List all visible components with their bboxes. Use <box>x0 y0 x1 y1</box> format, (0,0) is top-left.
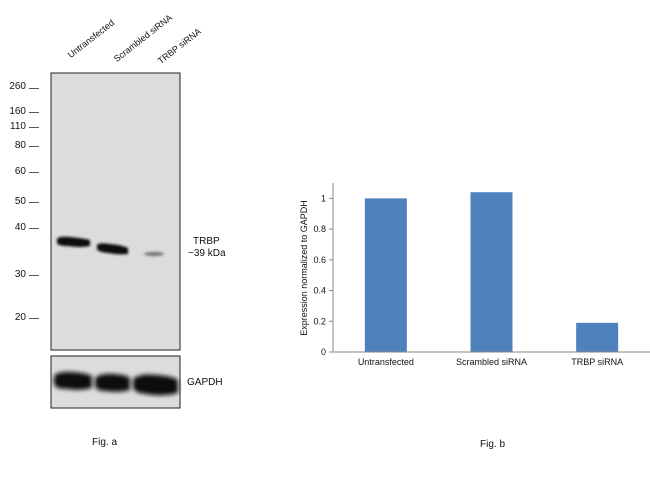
caption-fig-a: Fig. a <box>92 437 118 448</box>
x-axis: Untransfected Scrambled siRNA TRBP siRNA <box>333 351 650 367</box>
marker-60: 60 <box>14 166 26 177</box>
marker-tick <box>29 146 39 147</box>
marker-tick <box>29 202 39 203</box>
marker-tick <box>29 228 39 229</box>
marker-tick <box>29 318 39 319</box>
marker-50: 50 <box>14 196 26 207</box>
marker-110: 110 <box>10 121 26 132</box>
caption-fig-b: Fig. b <box>480 439 506 450</box>
x-tick-label: TRBP siRNA <box>571 357 623 367</box>
y-tick-label: 0.2 <box>313 316 326 326</box>
band-label-trbp: TRBP <box>193 236 220 247</box>
blot-membrane-main <box>50 72 181 351</box>
y-tick-label: 0.4 <box>313 286 326 296</box>
marker-tick <box>29 127 39 128</box>
bar-scrambled-sirna <box>470 192 513 352</box>
y-tick-label: 0.8 <box>313 224 326 234</box>
bars <box>364 192 619 352</box>
x-tick-label: Untransfected <box>358 357 414 367</box>
marker-tick <box>29 172 39 173</box>
y-tick-label: 0.6 <box>313 255 326 265</box>
gapdh-band-untransfected <box>54 371 92 390</box>
marker-tick <box>29 275 39 276</box>
bar-untransfected <box>364 198 407 352</box>
bar-trbp-sirna <box>576 322 619 352</box>
marker-40: 40 <box>14 222 26 233</box>
marker-20: 20 <box>14 312 26 323</box>
gapdh-band-scrambled-sirna <box>95 373 130 392</box>
marker-160: 160 <box>9 106 26 117</box>
y-axis-title: Expression normalized to GAPDH <box>299 200 309 336</box>
trbp-band-untransfected <box>57 236 90 247</box>
y-tick-label: 1 <box>321 193 326 203</box>
trbp-band-scrambled-sirna <box>97 243 128 255</box>
trbp-band-trbp-sirna <box>144 251 164 257</box>
gapdh-band-trbp-sirna <box>133 374 178 396</box>
marker-tick <box>29 88 39 89</box>
y-axis: 0 0.2 0.4 0.6 0.8 1 <box>313 183 334 357</box>
y-tick-label: 0 <box>321 347 326 357</box>
x-tick-label: Scrambled siRNA <box>456 357 527 367</box>
marker-30: 30 <box>14 269 26 280</box>
loading-control-label: GAPDH <box>187 377 223 388</box>
marker-260: 260 <box>9 81 26 92</box>
marker-tick <box>29 112 39 113</box>
band-size-label: ~39 kDa <box>188 248 226 259</box>
marker-80: 80 <box>14 140 26 151</box>
